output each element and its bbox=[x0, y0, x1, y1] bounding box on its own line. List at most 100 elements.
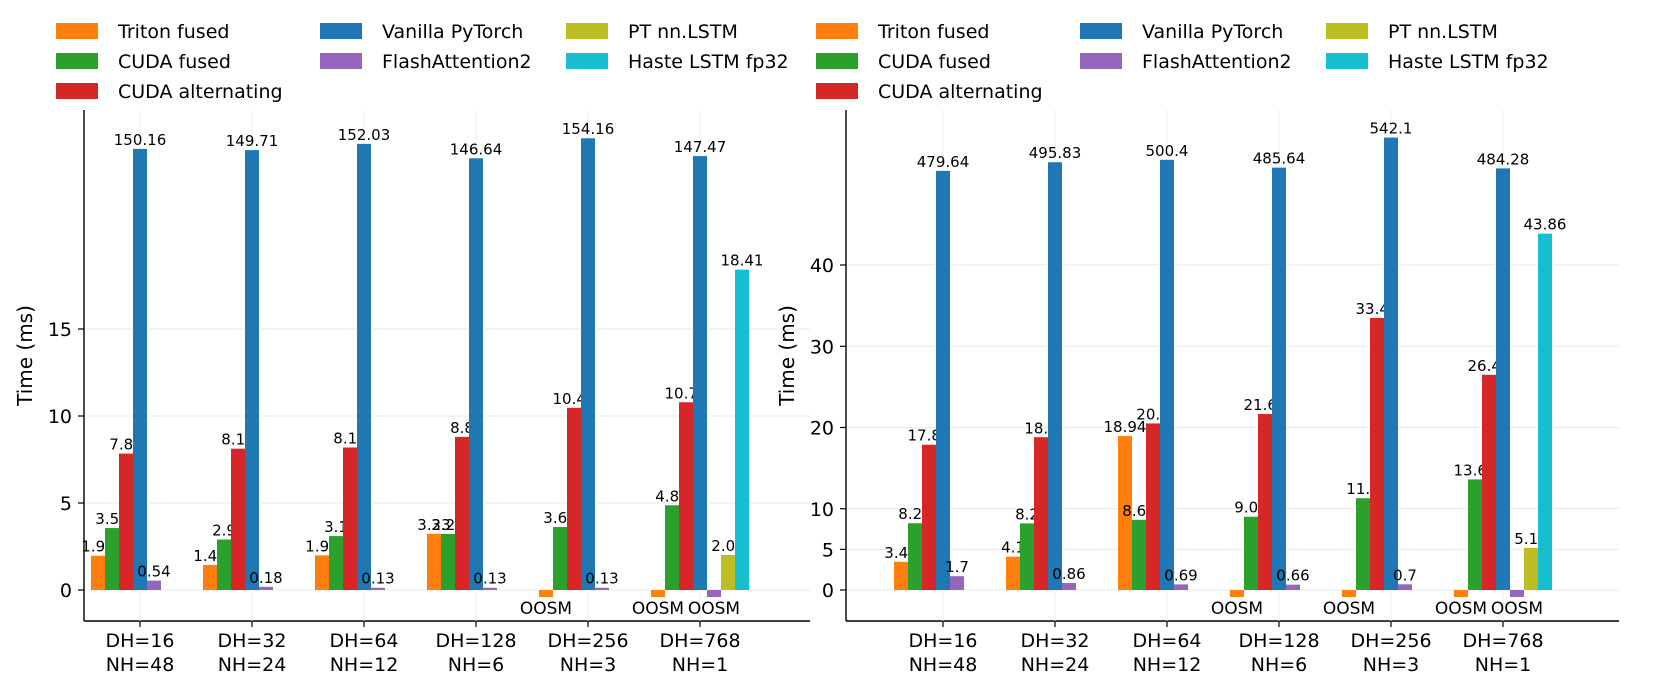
data-label-vanilla-pytorch: 152.03 bbox=[338, 126, 391, 144]
data-label-vanilla-pytorch: 149.71 bbox=[226, 132, 279, 150]
bar-cuda-fused bbox=[1132, 519, 1146, 590]
y-axis-label: Time (ms) bbox=[775, 305, 799, 407]
data-label-oosm: OOSM bbox=[520, 599, 572, 619]
y-tick-label: 5 bbox=[60, 493, 72, 515]
bar-cuda-fused bbox=[217, 539, 231, 590]
legend-item-vanilla-pytorch: Vanilla PyTorch bbox=[1080, 21, 1283, 43]
bar-cuda-alternating bbox=[119, 453, 133, 590]
bar-flashattention2 bbox=[950, 576, 964, 590]
bar-vanilla-pytorch bbox=[245, 150, 259, 590]
x-tick-label: DH=64 NH=12 bbox=[1132, 630, 1201, 676]
bar-cuda-fused bbox=[329, 536, 343, 590]
legend-item-cuda-fused: CUDA fused bbox=[816, 51, 991, 73]
data-label-vanilla-pytorch: 542.1 bbox=[1370, 120, 1413, 138]
bar-cuda-alternating bbox=[455, 436, 469, 590]
x-tick-label: DH=128 NH=6 bbox=[1238, 630, 1319, 676]
bar-pt-nn-lstm bbox=[1524, 547, 1538, 590]
legend-swatch bbox=[320, 23, 362, 39]
data-label-vanilla-pytorch: 495.83 bbox=[1029, 144, 1082, 162]
data-label-vanilla-pytorch: 146.64 bbox=[450, 140, 503, 158]
legend-item-triton-fused: Triton fused bbox=[56, 21, 229, 43]
bar-cuda-alternating bbox=[1258, 414, 1272, 590]
legend-label: PT nn.LSTM bbox=[1388, 21, 1498, 43]
legend-item-cuda-alternating: CUDA alternating bbox=[816, 81, 1043, 103]
x-tick-label: DH=32 NH=24 bbox=[1020, 630, 1089, 676]
data-label-triton-fused: 3.23 bbox=[417, 516, 450, 534]
bar-flashattention2 bbox=[1174, 584, 1188, 590]
bar-oosm-triton-fused bbox=[1454, 590, 1468, 597]
legend-swatch bbox=[816, 83, 858, 99]
data-label-flashattention2: 0.13 bbox=[361, 570, 394, 588]
bar-flashattention2 bbox=[371, 587, 385, 590]
bar-vanilla-pytorch bbox=[1160, 159, 1174, 590]
bar-haste-lstm-fp32 bbox=[735, 269, 749, 590]
x-tick-label: DH=768 NH=1 bbox=[659, 630, 740, 676]
y-tick-label: 40 bbox=[810, 255, 834, 277]
legend-item-cuda-alternating: CUDA alternating bbox=[56, 81, 283, 103]
data-label-vanilla-pytorch: 154.16 bbox=[562, 120, 615, 138]
x-tick-label: DH=32 NH=24 bbox=[217, 630, 286, 676]
bar-flashattention2 bbox=[147, 580, 161, 590]
data-label-cuda-fused: 3.1 bbox=[324, 518, 348, 536]
bar-vanilla-pytorch bbox=[133, 148, 147, 590]
legend-label: FlashAttention2 bbox=[382, 51, 532, 73]
bar-cuda-alternating bbox=[1146, 423, 1160, 590]
data-label-triton-fused: 4.1 bbox=[1001, 539, 1025, 557]
data-label-flashattention2: 0.7 bbox=[1393, 566, 1417, 584]
bar-flashattention2 bbox=[1062, 583, 1076, 590]
bar-cuda-fused bbox=[1356, 498, 1370, 590]
data-label-oosm: OOSM bbox=[1491, 599, 1543, 619]
legend-swatch bbox=[320, 53, 362, 69]
x-tick-label: DH=256 NH=3 bbox=[547, 630, 628, 676]
legend-item-triton-fused: Triton fused bbox=[816, 21, 989, 43]
y-tick-label: 5 bbox=[822, 539, 834, 561]
legend-item-pt-nn-lstm: PT nn.LSTM bbox=[566, 21, 738, 43]
bar-cuda-alternating bbox=[679, 402, 693, 590]
bar-vanilla-pytorch bbox=[936, 170, 950, 590]
bar-vanilla-pytorch bbox=[357, 143, 371, 591]
data-label-vanilla-pytorch: 485.64 bbox=[1253, 150, 1306, 168]
bar-triton-fused bbox=[91, 555, 105, 590]
bar-oosm-triton-fused bbox=[1230, 590, 1244, 597]
bar-cuda-fused bbox=[665, 505, 679, 590]
bar-cuda-alternating bbox=[1034, 437, 1048, 590]
data-label-flashattention2: 0.66 bbox=[1276, 567, 1309, 585]
bar-flashattention2 bbox=[483, 587, 497, 590]
legend-swatch bbox=[1326, 23, 1368, 39]
bar-vanilla-pytorch bbox=[1496, 168, 1510, 590]
legend-label: PT nn.LSTM bbox=[628, 21, 738, 43]
bar-cuda-alternating bbox=[1370, 317, 1384, 590]
bar-cuda-alternating bbox=[1482, 374, 1496, 590]
y-tick-label: 30 bbox=[810, 336, 834, 358]
data-label-flashattention2: 0.69 bbox=[1164, 566, 1197, 584]
data-label-oosm: OOSM bbox=[688, 599, 740, 619]
data-label-vanilla-pytorch: 479.64 bbox=[917, 153, 970, 171]
bar-vanilla-pytorch bbox=[1048, 162, 1062, 590]
legend-label: Haste LSTM fp32 bbox=[1388, 51, 1549, 73]
bar-haste-lstm-fp32 bbox=[1538, 233, 1552, 590]
x-tick-label: DH=16 NH=48 bbox=[908, 630, 977, 676]
legend-item-flashattention2: FlashAttention2 bbox=[320, 51, 532, 73]
legend-label: Triton fused bbox=[117, 21, 229, 43]
y-axis-label: Time (ms) bbox=[13, 305, 37, 407]
bar-oosm-triton-fused bbox=[539, 590, 553, 597]
data-label-triton-fused: 18.94 bbox=[1104, 418, 1147, 436]
bar-cuda-fused bbox=[908, 523, 922, 590]
bar-cuda-alternating bbox=[567, 407, 581, 590]
legend-item-vanilla-pytorch: Vanilla PyTorch bbox=[320, 21, 523, 43]
y-tick-label: 0 bbox=[60, 580, 72, 602]
y-tick-label: 15 bbox=[48, 319, 72, 341]
bar-triton-fused bbox=[894, 561, 908, 590]
data-label-flashattention2: 0.54 bbox=[137, 563, 170, 581]
data-label-vanilla-pytorch: 147.47 bbox=[674, 138, 727, 156]
data-label-flashattention2: 0.86 bbox=[1052, 565, 1085, 583]
legend-item-flashattention2: FlashAttention2 bbox=[1080, 51, 1292, 73]
bar-cuda-alternating bbox=[343, 447, 357, 590]
legend-label: CUDA fused bbox=[878, 51, 991, 73]
x-tick-label: DH=64 NH=12 bbox=[329, 630, 398, 676]
legend-swatch bbox=[1326, 53, 1368, 69]
data-label-cuda-fused: 2.9 bbox=[212, 522, 236, 540]
data-label-vanilla-pytorch: 484.28 bbox=[1477, 150, 1530, 168]
